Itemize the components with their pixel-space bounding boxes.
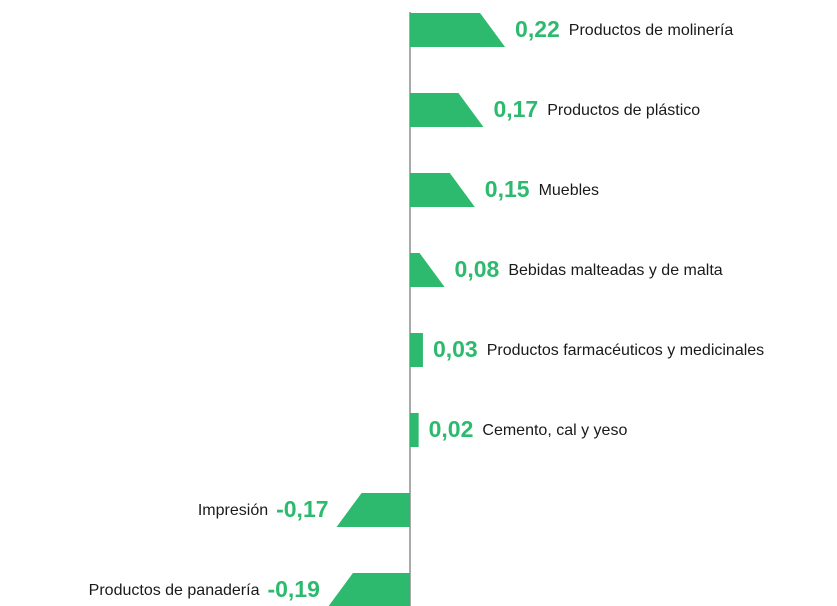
value-label: -0,17: [276, 496, 328, 522]
category-label: Productos de plástico: [547, 102, 700, 119]
value-label: 0,03: [433, 336, 478, 362]
category-label: Cemento, cal y yeso: [482, 422, 627, 439]
category-label: Impresión: [198, 502, 268, 519]
bar: [410, 413, 419, 447]
value-label: 0,17: [493, 96, 538, 122]
bar: [410, 253, 445, 287]
bar: [328, 573, 410, 606]
bar: [410, 13, 506, 47]
category-label: Productos de molinería: [569, 22, 734, 39]
bar: [336, 493, 410, 527]
bar: [410, 93, 484, 127]
value-label: 0,15: [485, 176, 530, 202]
value-label: 0,02: [429, 416, 474, 442]
value-label: 0,08: [455, 256, 500, 282]
category-label: Productos farmacéuticos y medicinales: [487, 342, 764, 359]
bar: [410, 333, 423, 367]
category-label: Productos de panadería: [89, 582, 260, 599]
bar: [410, 173, 475, 207]
category-label: Bebidas malteadas y de malta: [508, 262, 722, 279]
value-label: -0,19: [267, 576, 319, 602]
value-label: 0,22: [515, 16, 560, 42]
category-label: Muebles: [539, 182, 599, 199]
